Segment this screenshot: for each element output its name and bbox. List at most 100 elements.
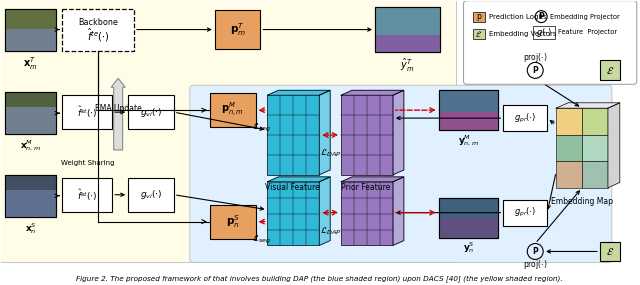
Bar: [556, 108, 582, 135]
Bar: [375, 7, 440, 52]
Bar: [533, 26, 555, 38]
Text: $\hat{f}^{st}(\cdot)$: $\hat{f}^{st}(\cdot)$: [77, 104, 97, 120]
Polygon shape: [341, 90, 404, 95]
Bar: [582, 135, 608, 161]
Bar: [4, 9, 56, 28]
Bar: [63, 9, 134, 52]
Bar: [556, 161, 582, 188]
Bar: [4, 92, 56, 107]
Text: Feature  Projector: Feature Projector: [558, 29, 617, 35]
Bar: [438, 198, 499, 237]
Text: $\mathbf{x}_n^S$: $\mathbf{x}_n^S$: [25, 221, 36, 235]
Bar: [438, 218, 499, 237]
Text: $\mathbf{x}_{n,m}^M$: $\mathbf{x}_{n,m}^M$: [20, 138, 41, 153]
Bar: [268, 95, 319, 175]
Text: $\mathbf{p}_m^T$: $\mathbf{p}_m^T$: [230, 21, 246, 38]
FancyArrow shape: [111, 78, 125, 150]
Bar: [128, 95, 174, 129]
FancyBboxPatch shape: [190, 85, 612, 262]
Polygon shape: [268, 177, 330, 182]
Text: $\mathbf{p}_n^S$: $\mathbf{p}_n^S$: [226, 213, 239, 230]
Text: proj($\cdot$): proj($\cdot$): [523, 51, 547, 64]
Bar: [128, 178, 174, 212]
Text: Figure 2. The proposed framework of that involves building DAP (the blue shaded : Figure 2. The proposed framework of that…: [76, 276, 563, 282]
Text: Weight Sharing: Weight Sharing: [61, 160, 114, 166]
Text: Prediction Logits: Prediction Logits: [490, 14, 547, 20]
Bar: [4, 28, 56, 52]
Bar: [472, 28, 486, 38]
Text: $\hat{f}^{st}(\cdot)$: $\hat{f}^{st}(\cdot)$: [77, 187, 97, 203]
Text: $g_{pr}(\cdot)$: $g_{pr}(\cdot)$: [514, 206, 536, 219]
Polygon shape: [319, 90, 330, 175]
Polygon shape: [319, 177, 330, 245]
Text: $\mathcal{L}_{DAP}$: $\mathcal{L}_{DAP}$: [319, 226, 341, 237]
Text: Embedding Vectors: Embedding Vectors: [490, 30, 557, 36]
Bar: [63, 178, 112, 212]
Text: $\mathcal{L}_{DAP}$: $\mathcal{L}_{DAP}$: [319, 148, 341, 160]
Text: proj($\cdot$): proj($\cdot$): [523, 258, 547, 271]
Polygon shape: [393, 177, 404, 245]
Polygon shape: [608, 103, 620, 188]
Bar: [438, 90, 499, 130]
Bar: [582, 108, 608, 135]
Bar: [438, 198, 499, 237]
Bar: [438, 112, 499, 130]
Bar: [214, 10, 260, 50]
Text: $\mathcal{E}$: $\mathcal{E}$: [605, 65, 614, 76]
Text: $g_{vi}(\cdot)$: $g_{vi}(\cdot)$: [140, 106, 163, 119]
Text: $\mathbf{y}_n^S$: $\mathbf{y}_n^S$: [463, 241, 474, 255]
Text: P: P: [532, 247, 538, 256]
Text: $\mathcal{L}_{seg}$: $\mathcal{L}_{seg}$: [252, 122, 271, 134]
Bar: [438, 198, 499, 218]
Polygon shape: [393, 90, 404, 175]
Text: Prior Feature: Prior Feature: [341, 183, 390, 192]
Bar: [341, 182, 393, 245]
Text: $g_{vi}(\cdot)$: $g_{vi}(\cdot)$: [140, 188, 163, 201]
Bar: [504, 105, 547, 131]
Bar: [600, 60, 620, 80]
Text: $g_{pr}(\cdot)$: $g_{pr}(\cdot)$: [514, 111, 536, 125]
Bar: [4, 107, 56, 134]
Bar: [438, 90, 499, 130]
Bar: [375, 34, 440, 52]
Text: P: P: [532, 66, 538, 75]
Bar: [4, 175, 56, 217]
Bar: [4, 9, 56, 52]
Bar: [375, 7, 440, 52]
Text: $\mathbf{p}_{n,m}^M$: $\mathbf{p}_{n,m}^M$: [221, 101, 244, 119]
Bar: [375, 7, 440, 34]
Polygon shape: [341, 177, 404, 182]
Text: $\mathbf{x}_m^T$: $\mathbf{x}_m^T$: [23, 55, 38, 72]
Bar: [341, 95, 393, 175]
Text: $\mathbf{y}_{n,m}^M$: $\mathbf{y}_{n,m}^M$: [458, 133, 479, 148]
Bar: [4, 190, 56, 217]
Text: Embedding Projector: Embedding Projector: [550, 14, 620, 20]
Text: $\mathcal{E}$: $\mathcal{E}$: [476, 28, 483, 38]
Polygon shape: [268, 90, 330, 95]
Text: EMA Update: EMA Update: [95, 104, 141, 113]
Text: $\mathcal{L}_{seg}$: $\mathcal{L}_{seg}$: [252, 233, 271, 246]
Text: $\hat{y}_m^T$: $\hat{y}_m^T$: [400, 56, 414, 74]
Text: $\mathcal{E}$: $\mathcal{E}$: [605, 246, 614, 257]
Bar: [600, 241, 620, 261]
Text: Backbone: Backbone: [78, 18, 118, 27]
Bar: [4, 175, 56, 217]
Text: Visual Feature: Visual Feature: [265, 183, 320, 192]
Bar: [556, 135, 582, 161]
FancyBboxPatch shape: [463, 1, 637, 84]
Text: P: P: [538, 12, 544, 21]
Bar: [4, 175, 56, 190]
Text: p: p: [477, 12, 481, 21]
Bar: [582, 161, 608, 188]
Bar: [4, 92, 56, 134]
Polygon shape: [556, 103, 620, 108]
Bar: [438, 90, 499, 112]
Bar: [4, 92, 56, 134]
Bar: [4, 9, 56, 52]
Bar: [472, 12, 486, 22]
Text: $g(\cdot)$: $g(\cdot)$: [536, 26, 552, 38]
Bar: [210, 205, 255, 239]
FancyBboxPatch shape: [0, 0, 456, 262]
Text: $\hat{f}^{te}(\cdot)$: $\hat{f}^{te}(\cdot)$: [87, 27, 109, 44]
Bar: [63, 95, 112, 129]
